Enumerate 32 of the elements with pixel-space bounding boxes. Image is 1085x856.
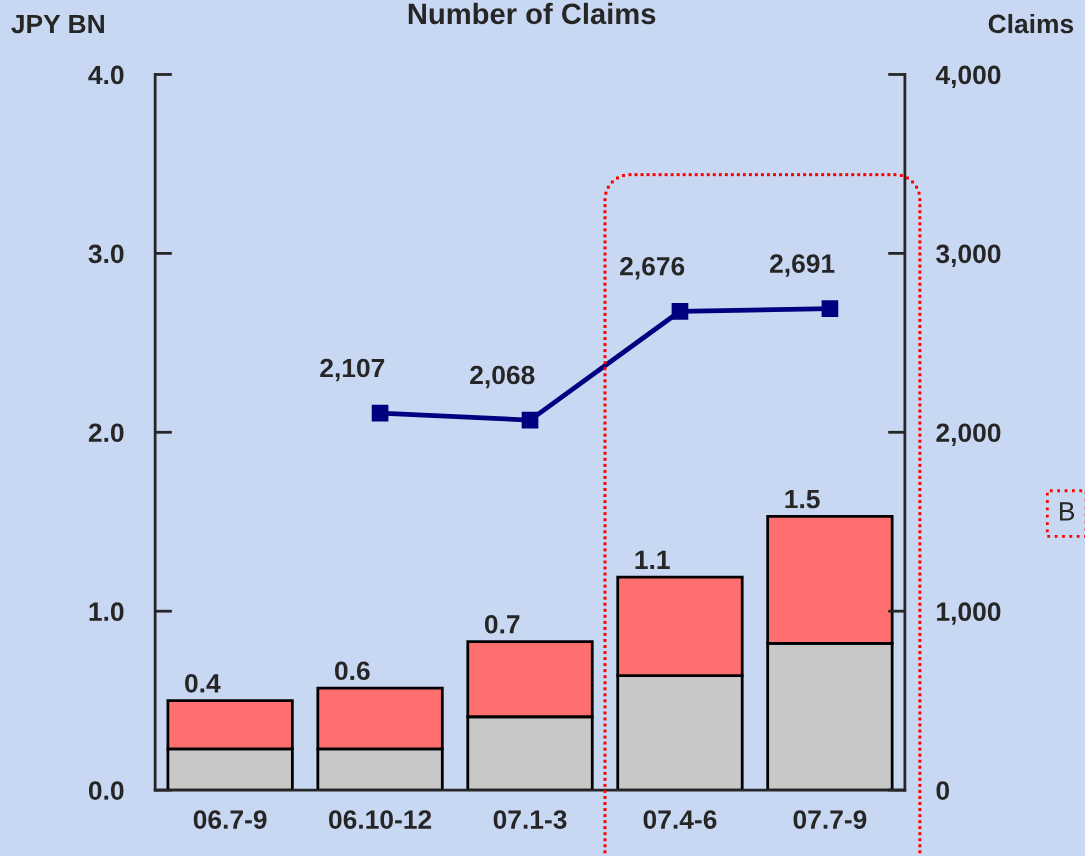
point [671, 303, 689, 320]
data-label: 2,676 [620, 256, 685, 280]
chart-title: Number of Claims [408, 2, 656, 25]
y-tick-label: 4.0 [88, 65, 124, 85]
y-tick-label: 2.0 [88, 423, 124, 443]
y2-axis-title: Claims [988, 13, 1074, 34]
y-tick-label: 3.0 [88, 244, 124, 264]
point [821, 300, 839, 317]
text: B [1060, 502, 1075, 521]
y2-tick-label: 3,000 [936, 244, 1001, 268]
x-tick-label: 07.4-6 [643, 810, 717, 829]
y2-tick-label: 0 [936, 781, 950, 800]
x-tick-label: 07.7-9 [793, 810, 867, 829]
total-label: 0.7 [484, 614, 520, 634]
point [521, 411, 539, 429]
y-tick-label: 0.0 [88, 781, 124, 800]
total-label: 0.4 [185, 673, 221, 693]
x-tick-label: 06.10-12 [329, 810, 432, 829]
y2-tick-label: 1,000 [937, 602, 1001, 625]
y2-tick-label: 4,000 [935, 65, 1001, 89]
total-label: 0.6 [335, 661, 370, 681]
total-label: 1.5 [785, 489, 820, 509]
y-axis-title: JPY BN [11, 14, 104, 34]
data-label: 2,107 [320, 358, 385, 382]
x-tick-label: 06.7-9 [193, 810, 267, 829]
total-label: 1.1 [635, 550, 670, 569]
x-tick-label: 07.1-3 [493, 810, 567, 829]
y-tick-label: 1.0 [89, 602, 124, 622]
point [371, 404, 389, 422]
data-label: 2,068 [470, 365, 535, 389]
y2-tick-label: 2,000 [936, 423, 1001, 446]
data-label: 2,691 [770, 254, 835, 277]
